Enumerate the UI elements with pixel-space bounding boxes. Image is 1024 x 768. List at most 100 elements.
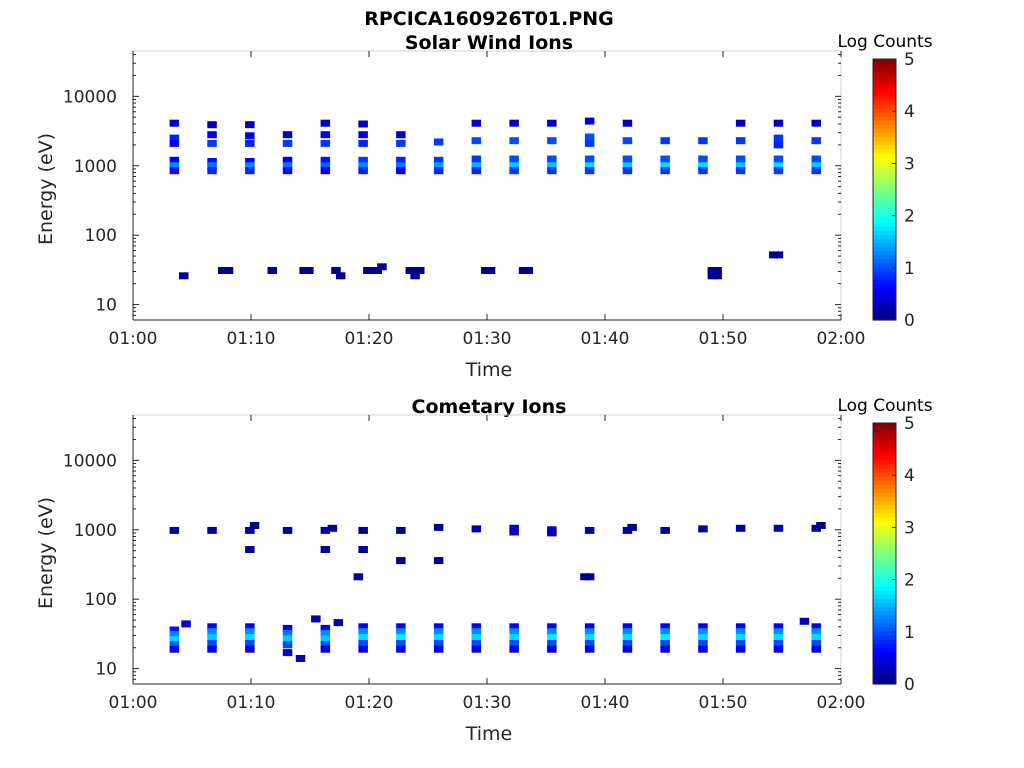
heatmap-cell [433,167,444,175]
colorbar-segment [873,173,896,178]
heatmap-cell [377,263,387,271]
heatmap-cell [471,119,482,127]
colorbar-segment [873,197,896,203]
heatmap-cell [773,167,784,175]
heatmap-cell [433,640,444,647]
heatmap-cell [547,640,557,647]
colorbar-segment [873,181,896,187]
colorbar-segment [873,63,896,68]
colorbar: 0 1 2 3 4 5 [872,414,915,695]
heatmap-cell [773,119,784,127]
heatmap-cell [415,267,425,274]
colorbar-segment [873,79,896,85]
plot-axes: 01:00 01:10 01:20 01:30 01:40 01:50 02:00 10 100… [63,414,866,713]
heatmap-cell [584,117,595,125]
heatmap-cell [660,645,670,653]
heatmap-cell [509,137,519,145]
heatmap-cell [245,139,255,147]
heatmap-cell [698,155,708,163]
heatmap-cell [396,167,406,175]
heatmap-cell [320,162,331,170]
colorbar-segment [873,679,896,685]
heatmap-cell [660,162,670,170]
colorbar-segment [873,651,896,657]
colorbar-segment [873,120,896,125]
heatmap-cell [245,158,255,165]
heatmap-cell [217,267,228,274]
heatmap-cell [282,156,293,164]
heatmap-cell [282,526,293,534]
heatmap-cell [471,634,482,642]
heatmap-cell [410,272,420,280]
x-tick-label: 01:50 [699,693,748,713]
colorbar-segment [873,148,896,154]
colorbar-frame [872,422,897,685]
heatmap-cell [622,162,633,170]
heatmap-cell [245,645,255,653]
heatmap-cell [358,526,368,534]
colorbar-segment [873,156,896,162]
colorbar-segment [873,443,896,449]
colorbar-label: Log Counts [837,396,932,416]
colorbar-segment [873,524,896,530]
heatmap-cell [358,546,368,553]
heatmap-cell [735,634,746,642]
colorbar-segment [873,303,896,309]
heatmap-cell [773,628,784,636]
cometary-panel: Cometary Ions 01:00 01:10 01:20 01:30 01:40 0… [35,396,933,745]
heatmap-cell [245,546,255,553]
colorbar-segment [873,307,896,313]
heatmap-cell [660,526,670,534]
heatmap-cell [335,272,346,280]
heatmap-cell [320,526,331,534]
colorbar-segment [873,476,896,481]
x-axis-label: Time [465,359,513,381]
heatmap-cell [509,119,519,127]
heatmap-cell [433,628,444,636]
heatmap-cell [358,120,368,128]
x-tick-label: 02:00 [817,693,866,713]
colorbar-segment [873,455,896,461]
heatmap-cell [353,573,364,581]
heatmap-cell [282,635,293,643]
colorbar-tick-label: 5 [904,50,915,70]
heatmap-cell [547,623,557,631]
heatmap-cell [358,634,368,642]
y-axis-label: Energy (eV) [35,133,57,245]
colorbar-segment [873,193,896,199]
colorbar-segment [873,83,896,89]
colorbar-segment [873,643,896,648]
heatmap-cell [509,645,519,653]
colorbar-segment [873,655,896,661]
heatmap-cell [471,155,482,163]
heatmap-cell [282,649,293,657]
heatmap-cell [267,267,277,274]
colorbar-segment [873,213,896,219]
heatmap-cell [207,131,217,139]
heatmap-cell [327,524,338,532]
y-tick-label: 10000 [63,451,117,471]
colorbar-segment [873,91,896,97]
colorbar-segment [873,209,896,215]
heatmap-cell [509,623,519,631]
heatmap-cell [320,630,331,637]
colorbar-segment [873,647,896,652]
colorbar-segment [873,250,896,256]
heatmap-cell [773,134,784,142]
heatmap-cell [584,623,595,631]
colorbar-segment [873,586,896,591]
heatmap-cell [584,139,595,147]
x-tick-label: 01:40 [581,329,630,349]
figure-title: RPCICA160926T01.PNG [364,8,614,30]
colorbar-segment [873,218,896,223]
heatmap-cell [622,155,633,163]
heatmap-cell [698,645,708,653]
colorbar-segment [873,512,896,518]
heatmap-cell [523,267,533,274]
heatmap-cell [169,156,180,164]
heatmap-cell [245,640,255,647]
colorbar-segment [873,492,896,498]
heatmap-cell [249,522,260,529]
colorbar-segment [873,602,896,608]
heatmap-cell [509,640,519,647]
